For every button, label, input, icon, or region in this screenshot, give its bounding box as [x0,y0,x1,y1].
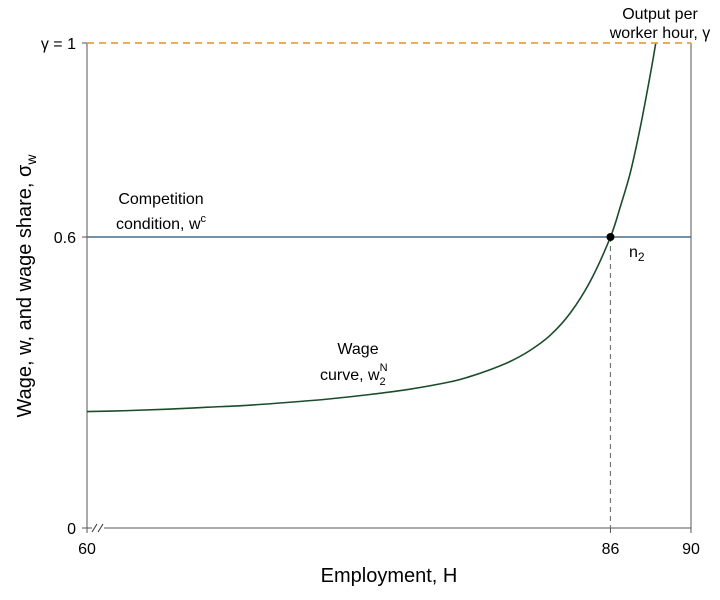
output-label-line2: worker hour, γ [609,25,710,42]
point-label-sub: 2 [638,250,645,264]
y-tick-label: γ = 1 [41,36,76,53]
wage-label-text: curve, w [320,367,380,384]
series-layer [86,42,691,413]
competition-label-line1: Competition [118,191,203,208]
wage-curve-line [86,42,657,413]
y-tick-label: 0.6 [54,230,76,247]
wage-label-sup: N [380,362,388,374]
axis-break-mark [91,521,104,535]
y-axis-title-sub: w [23,154,39,166]
x-tick-label: 60 [78,541,96,558]
x-tick-label: 86 [602,541,620,558]
y-tick-label: 0 [67,521,76,538]
x-axis-title: Employment, H [321,565,458,587]
output-label-line1: Output per [622,6,698,23]
competition-label-text: condition, w [116,216,201,233]
point-label-n2: n2 [629,244,645,264]
competition-label-line2: condition, wc [116,213,207,233]
wage-label-line1: Wage [337,341,378,358]
point-label-text: n [629,244,638,261]
competition-label-sup: c [201,213,207,225]
wage-label-sub: 2 [380,376,386,388]
y-axis-title: Wage, w, and wage share, σw [14,154,39,418]
point-layer [606,233,615,241]
tick-layer: 60 86 90 0 0.6 γ = 1 [41,36,700,558]
y-axis-title-main: Wage, w, and wage share, σ [14,164,36,418]
x-tick-label: 90 [682,541,700,558]
equilibrium-point [606,233,615,241]
wage-label-line2: curve, wN 2 [320,362,388,388]
